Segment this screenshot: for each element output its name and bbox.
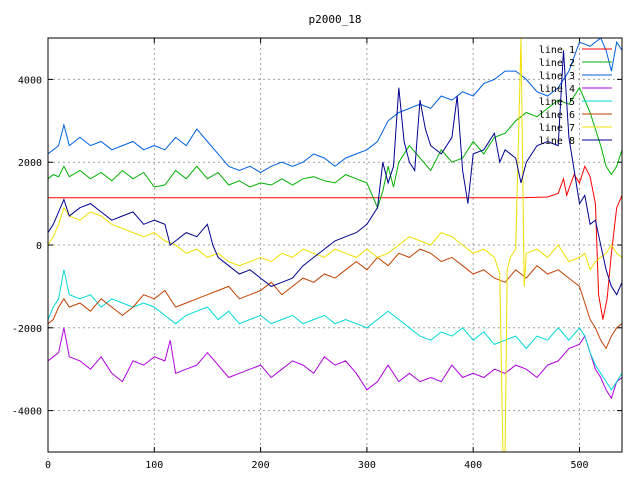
y-tick-label: 4000 xyxy=(18,75,42,86)
y-tick-label: 2000 xyxy=(18,158,42,169)
series-line-8 xyxy=(48,50,622,296)
x-tick-label: 100 xyxy=(145,460,163,471)
y-tick-label: -2000 xyxy=(12,324,42,335)
legend-label-5: line 5 xyxy=(539,97,575,108)
x-tick-label: 0 xyxy=(45,460,51,471)
legend: line 1 line 2 line 3 line 4 line 5 line 6 line… xyxy=(539,45,612,147)
legend-label-7: line 7 xyxy=(539,123,575,134)
legend-label-3: line 3 xyxy=(539,71,575,82)
series-line-1 xyxy=(48,164,622,320)
chart-title: p2000_18 xyxy=(309,13,362,26)
legend-label-6: line 6 xyxy=(539,110,575,121)
axis-ticks: 0 100 200 300 400 500 -4000 -2000 0 2000 4000 xyxy=(12,38,622,471)
legend-label-1: line 1 xyxy=(539,45,575,56)
series-line-6 xyxy=(48,248,622,350)
legend-label-8: line 8 xyxy=(539,136,575,147)
series-line-4 xyxy=(48,327,622,400)
series-line-7 xyxy=(48,38,622,452)
x-tick-label: 400 xyxy=(464,460,482,471)
y-tick-label: -4000 xyxy=(12,407,42,418)
legend-label-2: line 2 xyxy=(539,58,575,69)
grid xyxy=(48,38,622,452)
series-line-2 xyxy=(48,86,622,210)
series-lines xyxy=(48,38,622,452)
series-line-3 xyxy=(48,38,622,174)
x-tick-label: 200 xyxy=(252,460,270,471)
y-tick-label: 0 xyxy=(36,241,42,252)
plot-frame xyxy=(47,37,623,453)
x-tick-label: 300 xyxy=(358,460,376,471)
x-tick-label: 500 xyxy=(570,460,588,471)
legend-label-4: line 4 xyxy=(539,84,575,95)
